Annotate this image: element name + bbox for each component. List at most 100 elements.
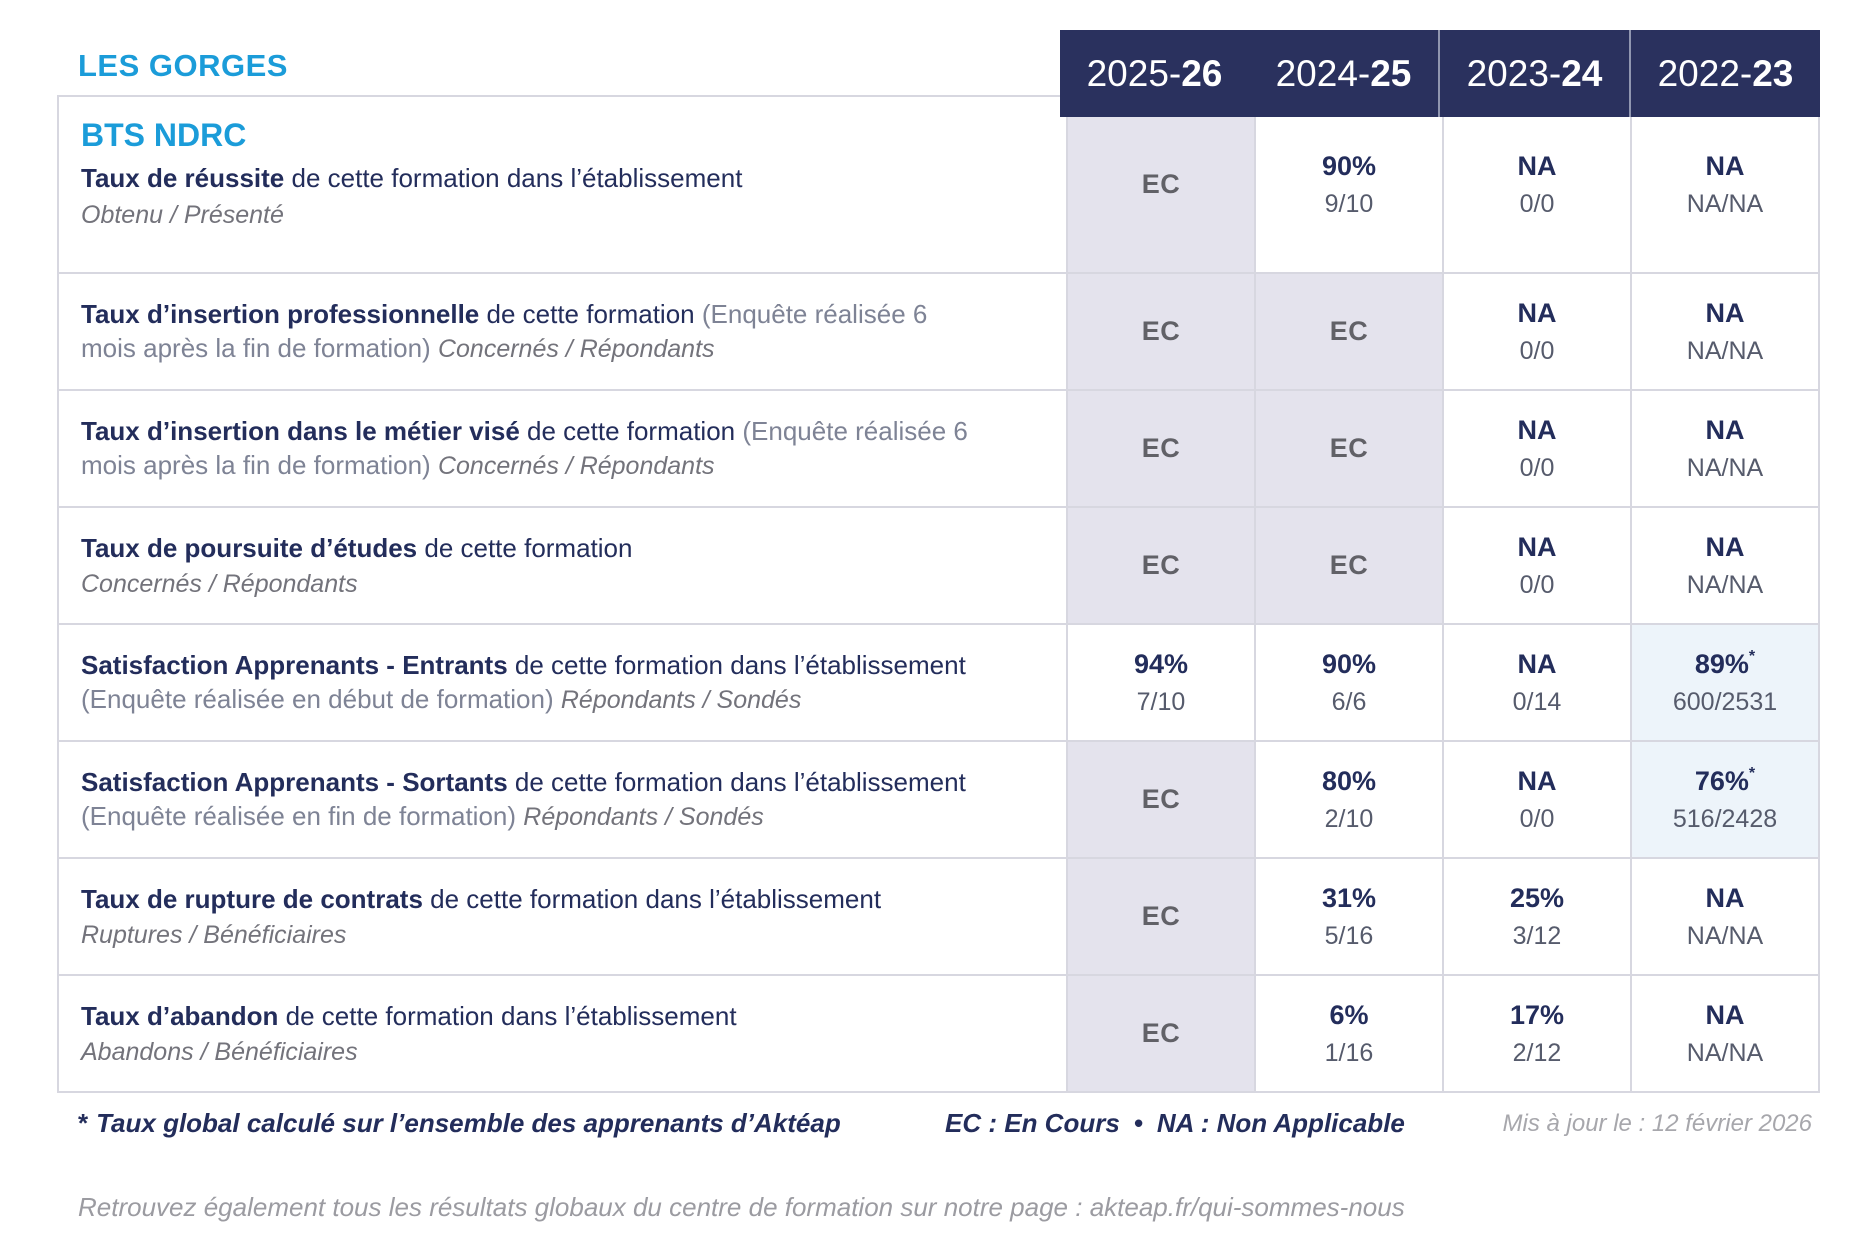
table-row: Taux de poursuite d’études de cette form… [59,506,1818,623]
cell-main-value: NA [1518,532,1557,563]
metric-description: de cette formation dans l’établissement [514,649,966,680]
metric-title: Satisfaction Apprenants - Entrants [81,649,508,680]
column-header-2022-23: 2022- 23 [1629,30,1820,117]
metric-text: Taux d’abandon de cette formation dans l… [81,1000,986,1034]
legend-bullet: • [1133,1108,1143,1138]
cell-value-text: 76% [1694,765,1749,796]
cell-main-value: EC [1142,433,1181,464]
value-cell: NA 0/0 [1442,274,1630,389]
metric-description: de cette formation [424,532,633,563]
value-cell: NA NA/NA [1630,274,1818,389]
cell-value-text: EC [1329,433,1369,463]
metric-title: Taux d’insertion dans le métier visé [81,415,520,446]
footnote: * Taux global calculé sur l’ensemble des … [78,1108,841,1139]
value-cell: EC [1254,391,1442,506]
metric-label-cell: Satisfaction Apprenants - Entrants de ce… [59,625,1066,740]
legend-na: NA : Non Applicable [1156,1108,1405,1138]
cell-value-text: 6% [1329,999,1369,1030]
cell-main-value: 6% [1329,1000,1368,1031]
table-rows: BTS NDRC Taux de réussite de cette format… [59,97,1818,1091]
metric-description: de cette formation [527,415,736,446]
cell-fraction: 0/0 [1519,336,1555,365]
cell-main-value: NA [1518,151,1557,182]
column-header-2025-26: 2025- 26 [1060,30,1249,117]
cell-main-value: 90% [1322,151,1376,182]
cell-value-text: NA [1705,297,1745,328]
metric-survey-note: (Enquête réalisée 6 mois après la fin de… [81,298,928,363]
cell-value-text: NA [1517,765,1557,796]
value-cell: NA 0/14 [1442,625,1630,740]
cell-value-text: NA [1517,297,1557,328]
value-cell: 90% 6/6 [1254,625,1442,740]
cell-value-text: EC [1141,550,1181,580]
cell-value-text: NA [1517,531,1557,562]
cell-value-text: NA [1517,414,1557,445]
cell-value-text: NA [1517,648,1557,679]
value-cell: 89%* 600/2531 [1630,625,1818,740]
cell-value-text: 25% [1509,882,1565,913]
metric-label-cell: Taux de poursuite d’études de cette form… [59,508,1066,623]
cell-value-text: 17% [1509,999,1565,1030]
cell-value-text: EC [1141,169,1181,199]
cell-main-value: NA [1518,766,1557,797]
cell-fraction: 0/0 [1519,453,1555,482]
legend-ec: EC : En Cours [945,1108,1120,1138]
metric-ratio-label: Abandons / Bénéficiaires [81,1038,358,1067]
updated-date: Mis à jour le : 12 février 2026 [1502,1110,1812,1137]
cell-value-text: NA [1705,414,1745,445]
cell-value-text: EC [1329,550,1369,580]
table-row: Taux d’insertion professionnelle de cett… [59,272,1818,389]
metric-label-cell: Taux d’insertion dans le métier visé de … [59,391,1066,506]
cell-fraction: 0/0 [1519,804,1555,833]
metric-survey-note: (Enquête réalisée en début de formation) [81,683,554,714]
metric-title: Taux d’insertion professionnelle [81,298,480,329]
value-cell: 17% 2/12 [1442,976,1630,1091]
column-header-2023-24: 2023- 24 [1438,30,1629,117]
asterisk: * [78,1108,89,1138]
value-cell: NA 0/0 [1442,508,1630,623]
cell-fraction: 2/10 [1324,804,1374,833]
cell-fraction: 2/12 [1512,1038,1562,1067]
metric-label-cell: Taux d’insertion professionnelle de cett… [59,274,1066,389]
cell-value-text: EC [1141,433,1181,463]
year-prefix: 2022- [1657,52,1753,94]
metric-ratio-label: Concernés / Répondants [81,570,358,599]
cell-fraction: 6/6 [1331,687,1367,716]
value-cell: 76%* 516/2428 [1630,742,1818,857]
cell-value-text: NA [1705,882,1745,913]
metric-description: de cette formation [486,298,695,329]
cell-fraction: NA/NA [1686,921,1764,950]
cell-fraction: 7/10 [1136,687,1186,716]
establishment-name: LES GORGES [78,48,288,83]
table-row: Taux d’abandon de cette formation dans l… [59,974,1818,1091]
cell-main-value: 25% [1510,883,1564,914]
cell-value-text: 90% [1321,150,1377,181]
cell-fraction: 516/2428 [1672,804,1778,833]
metric-description: de cette formation dans l’établissement [291,163,743,193]
value-cell: 31% 5/16 [1254,859,1442,974]
metric-text: Taux d’insertion professionnelle de cett… [81,298,986,366]
legend: EC : En Cours • NA : Non Applicable [945,1108,1405,1139]
cell-main-value: 90% [1322,649,1376,680]
cell-fraction: 1/16 [1324,1038,1374,1067]
year-suffix: 25 [1370,52,1412,94]
cell-value-text: EC [1141,316,1181,346]
cell-main-value: EC [1330,433,1369,464]
year-suffix: 26 [1181,52,1223,94]
global-rate-asterisk: * [1748,647,1756,665]
cell-fraction: 0/0 [1519,189,1555,218]
cell-main-value: NA [1706,1000,1745,1031]
cell-fraction: 600/2531 [1672,687,1778,716]
cell-fraction: 3/12 [1512,921,1562,950]
cell-value-text: EC [1141,784,1181,814]
cell-fraction: NA/NA [1686,336,1764,365]
metric-label-cell: Satisfaction Apprenants - Sortants de ce… [59,742,1066,857]
cell-main-value: NA [1706,532,1745,563]
value-cell: 6% 1/16 [1254,976,1442,1091]
cell-value-text: EC [1141,901,1181,931]
cell-main-value: 17% [1510,1000,1564,1031]
value-cell: NA 0/0 [1442,391,1630,506]
metric-ratio-label: Obtenu / Présenté [81,200,284,229]
metric-title: Taux de rupture de contrats [81,883,423,914]
metric-text: Taux d’insertion dans le métier visé de … [81,415,986,483]
